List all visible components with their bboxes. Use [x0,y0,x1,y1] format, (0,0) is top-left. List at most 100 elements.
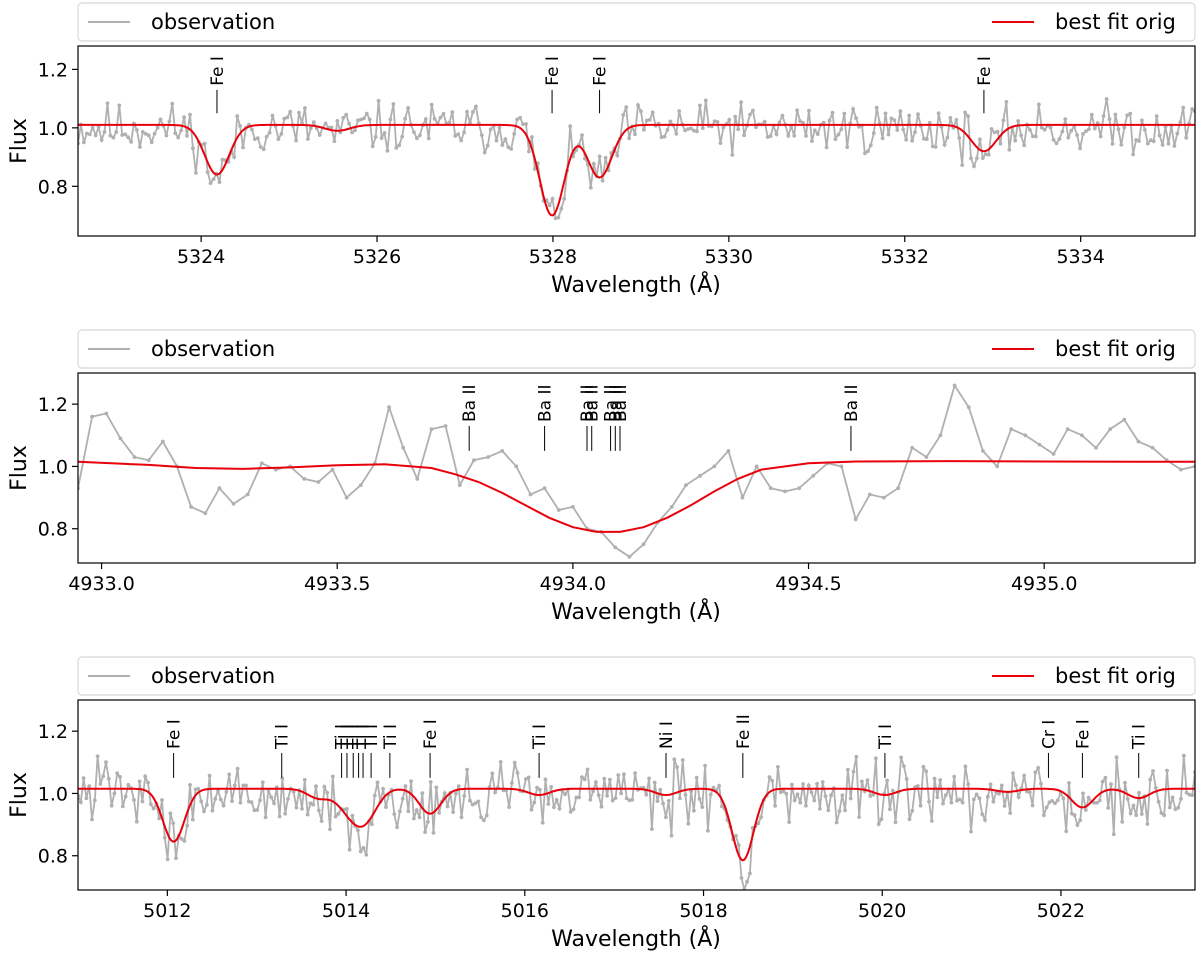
observation-point [457,483,462,487]
observation-point [1165,768,1169,773]
observation-point [665,127,670,132]
observation-point [332,139,337,144]
line-label: Ti I [362,724,382,750]
observation-point [1097,798,1102,803]
y-tick-label: 1.2 [38,59,68,81]
observation-point [633,771,637,775]
observation-point [138,145,142,149]
observation-point [270,113,275,118]
observation-point [1092,801,1097,805]
observation-point [669,833,674,838]
observation-point [553,216,558,221]
observation-point [294,138,298,143]
observation-point [1140,118,1144,123]
observation-point [1190,793,1195,798]
observation-point [406,106,410,110]
observation-point [765,135,770,139]
observation-point [167,119,172,124]
observation-point [288,109,293,114]
x-tick-label: 4935.0 [1011,573,1077,595]
axes-frame [77,372,1196,564]
legend-best-fit-label: best fit orig [1055,337,1176,361]
observation-point [179,837,184,841]
observation-point [843,808,847,813]
observation-point [1098,134,1103,139]
observation-point [556,508,561,512]
observation-point [78,800,83,804]
observation-point [650,827,654,831]
observation-point [164,133,169,138]
observation-point [762,119,767,124]
observation-point [896,486,900,491]
observation-point [260,780,265,785]
observation-point [176,135,181,140]
observation-point [1011,771,1015,776]
observation-point [889,116,894,121]
line-label: Ba II [536,384,556,422]
observation-point [927,120,932,125]
observation-point [559,206,564,211]
observation-point [1042,127,1047,132]
line-label: Ba II [578,384,598,422]
observation-point [1162,813,1167,818]
line-label: Ti I [354,724,374,750]
observation-point [1131,152,1135,157]
observation-point [330,467,335,472]
y-axis-label: Flux [7,772,32,818]
observation-point [428,780,433,784]
observation-point [963,110,967,115]
observation-point [497,125,502,130]
observation-point [1004,100,1009,104]
observation-point [773,804,777,808]
observation-point [727,117,732,122]
observation-point [989,127,994,131]
observation-point [305,812,310,817]
observation-point [571,807,576,812]
observation-point [568,810,573,814]
observation-line [78,98,1195,220]
x-tick-label: 5014 [322,900,370,922]
observation-point [114,130,119,134]
observation-point [675,765,679,769]
observation-point [815,132,820,137]
observation-point [387,405,391,410]
observation-point [922,136,926,141]
observation-point [1181,105,1186,110]
observation-point [143,132,148,136]
observation-point [748,112,752,117]
observation-point [1053,801,1057,806]
axes-frame [77,45,1196,237]
legend-best-fit-label: best fit orig [1055,664,1176,688]
observation-point [677,109,682,113]
observation-point [1184,135,1189,140]
observation-point [429,427,434,431]
observation-point [140,130,145,134]
observation-point [686,127,690,131]
observation-point [165,857,170,862]
observation-point [158,117,163,122]
observation-point [1125,797,1130,801]
observation-point [82,140,86,145]
observation-point [283,811,288,816]
line-label: Ti I [333,724,353,750]
observation-point [974,792,979,797]
observation-point [740,495,745,500]
observation-point [468,120,472,125]
observation-point [1175,131,1180,136]
observation-point [574,795,579,800]
observation-point [1060,129,1065,134]
observation-point [118,775,122,779]
observation-point [185,823,190,828]
observation-point [983,818,987,822]
observation-point [1110,142,1115,146]
observation-point [1100,779,1105,784]
observation-point [718,141,723,146]
observation-point [277,814,282,819]
observation-point [472,458,476,463]
observation-point [890,788,895,793]
observation-point [1054,141,1059,146]
observation-point [538,787,542,792]
observation-point [191,146,195,151]
observation-point [652,780,657,785]
observation-point [450,110,455,114]
